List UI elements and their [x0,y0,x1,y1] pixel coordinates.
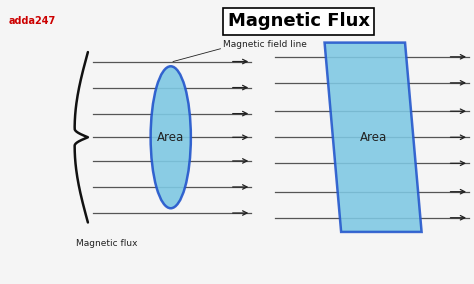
Text: Magnetic flux: Magnetic flux [76,239,137,248]
Text: Area: Area [157,131,184,144]
Text: Magnetic field line: Magnetic field line [223,40,307,49]
Text: Magnetic Flux: Magnetic Flux [228,12,370,30]
Ellipse shape [151,66,191,208]
Polygon shape [325,43,421,232]
Text: adda247: adda247 [9,16,56,26]
Text: Area: Area [359,131,387,144]
